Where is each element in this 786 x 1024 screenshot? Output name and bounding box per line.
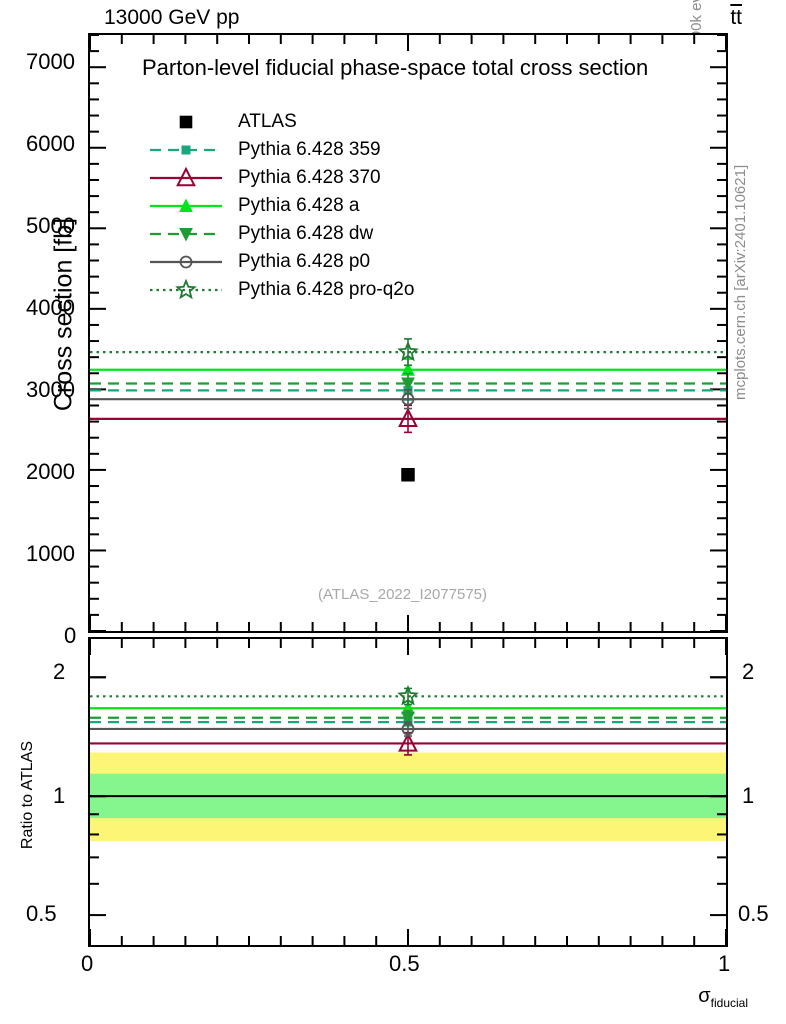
ratio-ytick-label-2-right: 2 — [742, 659, 755, 684]
legend-key-glyph — [150, 228, 222, 242]
legend-item[interactable]: Pythia 6.428 359 — [148, 136, 414, 164]
ytick-label-7000: 7000 — [26, 49, 75, 74]
main-axis-ticks — [90, 35, 726, 631]
ytick-label-3000: 3000 — [26, 377, 75, 402]
legend-key-open-star-icon — [148, 276, 224, 304]
legend-item[interactable]: Pythia 6.428 a — [148, 192, 414, 220]
legend-item-label: Pythia 6.428 pro-q2o — [238, 279, 415, 300]
legend-item-label: Pythia 6.428 dw — [238, 223, 374, 244]
ytick-label-2000: 2000 — [26, 459, 75, 484]
ratio-ytick-label-1-left: 1 — [53, 783, 66, 808]
ratio-plot-canvas — [90, 639, 726, 945]
legend-item[interactable]: Pythia 6.428 p0 — [148, 248, 414, 276]
ytick-label-6000: 6000 — [26, 131, 75, 156]
ytick-label-4000: 4000 — [26, 295, 75, 320]
main-plot-panel — [88, 33, 728, 633]
ytick-label-5000: 5000 — [26, 213, 75, 238]
x-axis-title-sub: fiducial — [710, 996, 748, 1010]
legend-item-label: Pythia 6.428 359 — [238, 139, 381, 160]
legend-item-label: ATLAS — [238, 111, 297, 132]
beam-energy-label: 13000 GeV pp — [104, 6, 240, 29]
legend-key-filled-triangle-up-icon — [148, 192, 224, 220]
analysis-id-watermark: (ATLAS_2022_I2077575) — [318, 586, 488, 603]
ratio-plot-panel — [88, 637, 728, 947]
ratio-ytick-label-05-right: 0.5 — [738, 901, 769, 926]
legend: ATLAS Pythia 6.428 359 Pythia 6.428 370 Pyt… — [148, 108, 414, 304]
legend-key-open-circle-icon — [148, 248, 224, 276]
plot-title: Parton-level fiducial phase-space total … — [142, 55, 649, 80]
process-label-text: tt — [730, 6, 742, 29]
legend-key-filled-square-icon — [148, 108, 224, 136]
legend-key-glyph — [150, 198, 222, 212]
legend-item-label: Pythia 6.428 a — [238, 195, 360, 216]
legend-item[interactable]: ATLAS — [148, 108, 414, 136]
xtick-label-1: 1 — [718, 951, 731, 976]
legend-key-glyph — [150, 278, 222, 300]
legend-item[interactable]: Pythia 6.428 370 — [148, 164, 414, 192]
ytick-label-0: 0 — [64, 623, 77, 648]
legend-key-filled-triangle-down-icon — [148, 220, 224, 248]
ratio-ytick-label-2-left: 2 — [53, 659, 66, 684]
x-axis-title: σfiducial — [698, 985, 748, 1010]
ratio-ytick-label-05-left: 0.5 — [26, 901, 57, 926]
ytick-label-1000: 1000 — [26, 541, 75, 566]
legend-key-open-triangle-up-icon — [148, 164, 224, 192]
ratio-ytick-label-1-right: 1 — [742, 783, 755, 808]
legend-key-glyph — [179, 115, 193, 129]
legend-key-glyph — [150, 166, 222, 187]
main-series-group — [90, 338, 726, 482]
legend-item[interactable]: Pythia 6.428 pro-q2o — [148, 276, 414, 304]
legend-item-label: Pythia 6.428 370 — [238, 167, 381, 188]
legend-item-label: Pythia 6.428 p0 — [238, 251, 371, 272]
process-label: tt — [730, 6, 742, 30]
legend-key-filled-square-icon — [148, 136, 224, 164]
legend-key-glyph — [150, 145, 222, 155]
ratio-series-group — [90, 684, 726, 798]
mcplots-reference-caption: mcplots.cern.ch [arXiv:2401.10621] — [732, 164, 749, 400]
xtick-label-0: 0 — [81, 951, 94, 976]
xtick-label-05: 0.5 — [389, 951, 420, 976]
legend-key-glyph — [150, 255, 222, 269]
legend-item[interactable]: Pythia 6.428 dw — [148, 220, 414, 248]
main-plot-canvas — [90, 35, 726, 631]
y-axis-title-ratio: Ratio to ATLAS — [19, 740, 36, 850]
